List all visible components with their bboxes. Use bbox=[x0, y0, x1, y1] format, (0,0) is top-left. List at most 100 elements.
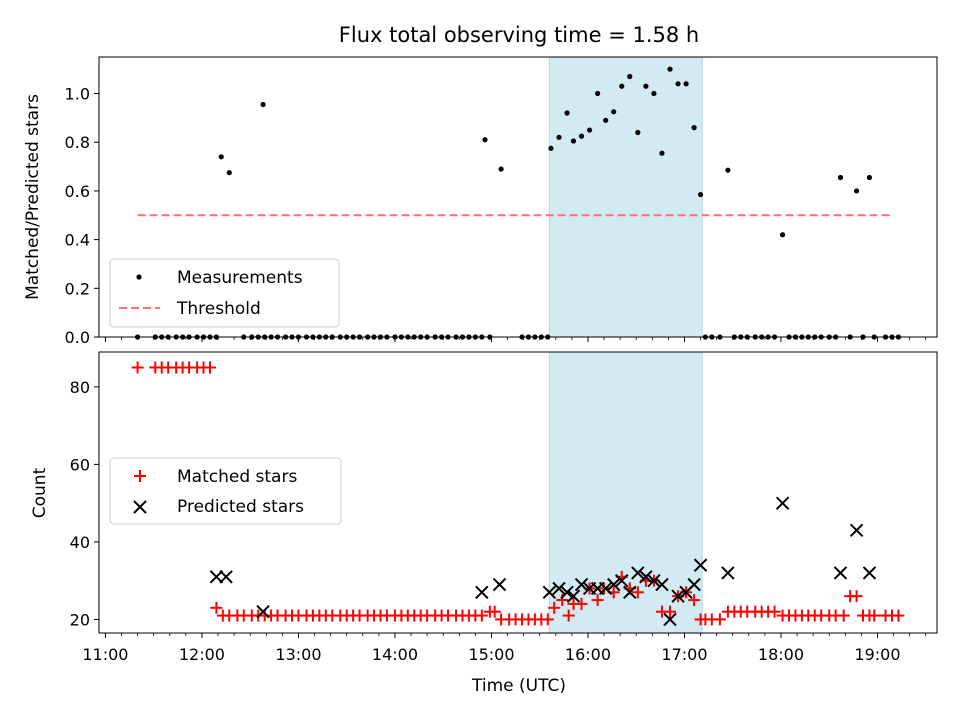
matched-star-point bbox=[562, 609, 575, 622]
measurement-point bbox=[548, 145, 554, 151]
matched-star-point bbox=[475, 609, 488, 622]
bottom-legend-box bbox=[109, 457, 342, 525]
matched-star-point bbox=[713, 613, 726, 626]
measurement-point bbox=[683, 81, 689, 87]
bottom-x-tick-label: 14:00 bbox=[372, 645, 418, 664]
measurement-point bbox=[564, 110, 570, 116]
predicted-star-point bbox=[862, 566, 877, 580]
predicted-star-point bbox=[671, 589, 685, 603]
measurement-point bbox=[498, 166, 504, 172]
matched-star-point bbox=[631, 586, 644, 599]
top-y-ticks: 0.0 0.2 0.4 0.6 0.8 1.0 bbox=[65, 85, 99, 347]
predicted-star-point bbox=[566, 589, 581, 603]
predicted-star-point bbox=[833, 566, 848, 580]
measurement-point bbox=[595, 90, 601, 97]
legend-measurements-marker bbox=[136, 274, 142, 280]
predicted-star-point bbox=[256, 604, 270, 619]
predicted-star-point bbox=[598, 581, 613, 596]
top-y-tick-label: 0.4 bbox=[65, 231, 90, 250]
legend-predicted-marker bbox=[133, 500, 147, 514]
matched-star-point bbox=[591, 594, 604, 607]
measurement-point bbox=[611, 109, 617, 115]
bottom-y-tick-label: 60 bbox=[70, 455, 90, 474]
matched-star-point bbox=[892, 609, 905, 622]
measurement-point bbox=[218, 154, 224, 160]
predicted-star-point bbox=[606, 577, 621, 592]
predicted-star-point bbox=[655, 577, 669, 592]
predicted-star-point bbox=[560, 585, 574, 600]
legend-measurements-label: Measurements bbox=[177, 268, 303, 288]
bottom-y-tick-label: 20 bbox=[70, 610, 90, 629]
predicted-star-point bbox=[209, 570, 224, 584]
measurement-point bbox=[578, 133, 585, 139]
matched-star-point bbox=[868, 609, 881, 622]
legend-predicted-label: Predicted stars bbox=[177, 497, 304, 517]
measurement-point bbox=[635, 129, 641, 136]
top-marks bbox=[135, 66, 901, 340]
legend-matched-marker bbox=[134, 470, 146, 482]
matched-star-point bbox=[488, 605, 501, 618]
matched-star-point bbox=[663, 605, 676, 618]
bottom-x-axis-label: Time (UTC) bbox=[471, 676, 566, 696]
measurement-point bbox=[482, 137, 488, 143]
measurement-point bbox=[556, 134, 562, 140]
bottom-x-ticks: 11:00 12:00 13:00 14:00 15:00 16:00 17:00 18:00… bbox=[82, 633, 927, 664]
predicted-star-point bbox=[492, 577, 507, 592]
measurement-point bbox=[260, 101, 266, 108]
bottom-x-tick-label: 12:00 bbox=[179, 645, 225, 664]
bottom-x-tick-label: 16:00 bbox=[565, 645, 611, 664]
matched-star-point bbox=[575, 597, 588, 610]
matched-star-point bbox=[548, 601, 561, 614]
predicted-star-point bbox=[647, 573, 661, 588]
measurement-point bbox=[837, 174, 844, 181]
matched-star-point bbox=[837, 609, 850, 622]
measurement-point bbox=[570, 138, 577, 144]
matched-star-point bbox=[210, 601, 223, 614]
top-y-axis-label: Matched/Predicted stars bbox=[23, 94, 43, 300]
top-axes-frame bbox=[98, 56, 938, 338]
measurement-point bbox=[603, 117, 609, 123]
measurement-point bbox=[659, 150, 665, 156]
predicted-star-point bbox=[663, 612, 677, 627]
measurement-point bbox=[643, 83, 649, 89]
measurement-point bbox=[667, 66, 673, 72]
matched-star-point bbox=[688, 594, 701, 607]
bottom-y-ticks: 20 40 60 80 bbox=[70, 378, 99, 629]
predicted-star-point bbox=[574, 577, 589, 592]
predicted-star-point bbox=[552, 581, 566, 596]
legend-threshold-label: Threshold bbox=[176, 299, 261, 319]
predicted-star-point bbox=[693, 558, 708, 572]
measurement-point bbox=[779, 232, 786, 238]
top-y-tick-label: 0.6 bbox=[65, 182, 90, 201]
top-legend-box bbox=[109, 258, 340, 328]
matched-star-point bbox=[768, 605, 781, 618]
predicted-star-point bbox=[542, 585, 557, 600]
bottom-highlight-span bbox=[548, 351, 703, 634]
matched-star-point bbox=[598, 582, 611, 595]
measurement-point bbox=[675, 81, 681, 87]
predicted-star-point bbox=[849, 523, 864, 537]
measurement-point bbox=[627, 73, 633, 80]
bottom-x-tick-label: 18:00 bbox=[758, 645, 804, 664]
predicted-star-point bbox=[219, 570, 233, 584]
top-highlight-span bbox=[548, 56, 703, 338]
bottom-y-tick-label: 80 bbox=[70, 378, 90, 397]
measurement-point bbox=[226, 170, 232, 176]
measurement-point bbox=[866, 174, 873, 181]
predicted-star-point bbox=[687, 577, 701, 592]
top-y-tick-label: 1.0 bbox=[65, 85, 90, 104]
predicted-star-point bbox=[775, 496, 790, 510]
bottom-marks bbox=[131, 361, 905, 627]
bottom-y-tick-label: 40 bbox=[70, 533, 90, 552]
matched-star-point bbox=[850, 590, 863, 603]
bottom-x-tick-label: 11:00 bbox=[82, 645, 128, 664]
predicted-star-point bbox=[623, 585, 637, 600]
predicted-star-point bbox=[475, 585, 489, 600]
measurement-point bbox=[651, 90, 657, 97]
matched-star-point bbox=[131, 361, 144, 374]
measurement-point bbox=[697, 191, 704, 198]
bottom-x-tick-label: 19:00 bbox=[854, 645, 900, 664]
predicted-star-point bbox=[721, 566, 735, 580]
